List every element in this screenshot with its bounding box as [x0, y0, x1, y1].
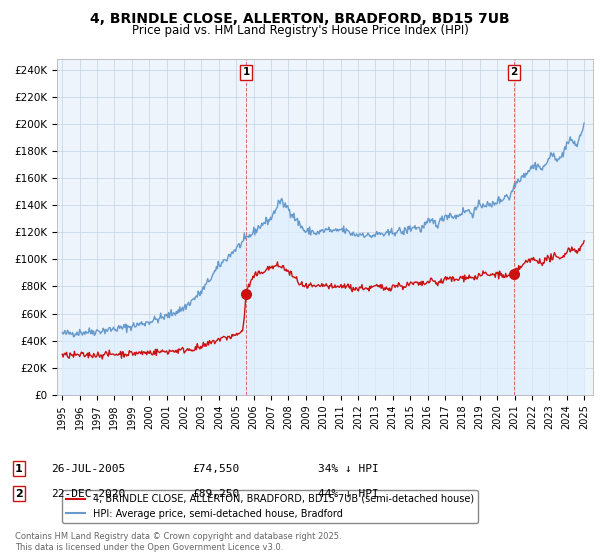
- Text: 4, BRINDLE CLOSE, ALLERTON, BRADFORD, BD15 7UB: 4, BRINDLE CLOSE, ALLERTON, BRADFORD, BD…: [90, 12, 510, 26]
- Text: 26-JUL-2005: 26-JUL-2005: [51, 464, 125, 474]
- Text: Contains HM Land Registry data © Crown copyright and database right 2025.
This d: Contains HM Land Registry data © Crown c…: [15, 532, 341, 552]
- Text: 2: 2: [15, 489, 23, 499]
- Text: 2: 2: [511, 67, 518, 77]
- Text: 1: 1: [242, 67, 250, 77]
- Legend: 4, BRINDLE CLOSE, ALLERTON, BRADFORD, BD15 7UB (semi-detached house), HPI: Avera: 4, BRINDLE CLOSE, ALLERTON, BRADFORD, BD…: [62, 490, 478, 522]
- Text: £74,550: £74,550: [192, 464, 239, 474]
- Text: 22-DEC-2020: 22-DEC-2020: [51, 489, 125, 499]
- Text: 44% ↓ HPI: 44% ↓ HPI: [318, 489, 379, 499]
- Text: 1: 1: [15, 464, 23, 474]
- Text: 34% ↓ HPI: 34% ↓ HPI: [318, 464, 379, 474]
- Text: £89,250: £89,250: [192, 489, 239, 499]
- Text: Price paid vs. HM Land Registry's House Price Index (HPI): Price paid vs. HM Land Registry's House …: [131, 24, 469, 37]
